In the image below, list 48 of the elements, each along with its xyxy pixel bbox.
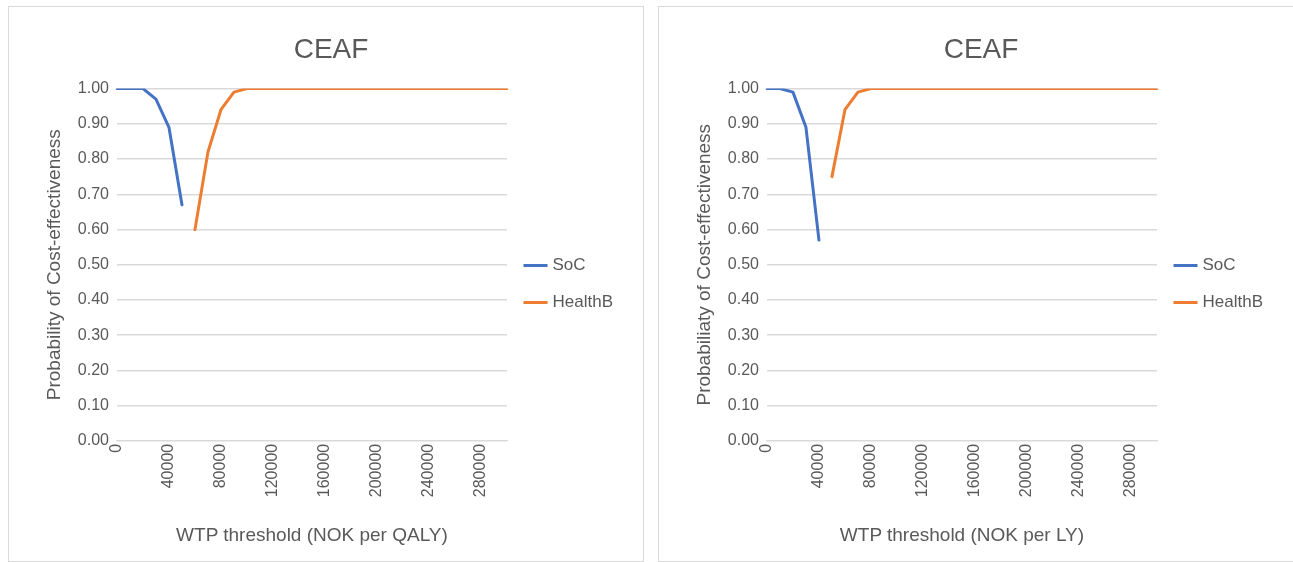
y-tick-label: 0.90: [727, 114, 760, 132]
x-tick-label: 160000: [965, 443, 983, 498]
x-tick-label: 120000: [263, 443, 281, 498]
x-axis-title: WTP threshold (NOK per QALY): [176, 523, 448, 545]
x-tick-label: 40000: [809, 443, 827, 489]
x-tick-label: 80000: [211, 443, 229, 489]
y-tick-label: 0.40: [727, 290, 760, 308]
legend-label: HealthB: [1202, 292, 1263, 312]
x-tick-label: 280000: [471, 443, 489, 498]
y-tick-label: 0.20: [727, 360, 760, 378]
x-tick-label: 0: [757, 443, 775, 453]
x-tick-label: 200000: [367, 443, 385, 498]
x-tick-label: 120000: [913, 443, 931, 498]
legend-label: SoC: [552, 255, 586, 275]
y-tick-label: 0.30: [727, 325, 760, 343]
y-tick-label: 0.10: [727, 395, 760, 413]
y-axis-title: Probabiliaty of Cost-effectiveness: [692, 123, 714, 406]
y-tick-label: 0.00: [727, 431, 760, 449]
x-tick-label: 240000: [419, 443, 437, 498]
y-tick-label: 0.80: [727, 149, 760, 167]
x-tick-label: 160000: [315, 443, 333, 498]
x-tick-label: 200000: [1017, 443, 1035, 498]
y-tick-label: 0.80: [77, 149, 110, 167]
y-tick-label: 0.60: [77, 219, 110, 237]
y-tick-label: 0.20: [77, 360, 110, 378]
y-tick-label: 0.40: [77, 290, 110, 308]
x-tick-label: 0: [107, 443, 125, 453]
y-tick-label: 1.00: [727, 79, 760, 97]
y-tick-label: 0.70: [77, 184, 110, 202]
y-tick-label: 0.10: [77, 395, 110, 413]
chart-title: CEAF: [943, 32, 1019, 64]
x-tick-label: 240000: [1069, 443, 1087, 498]
x-tick-label: 40000: [159, 443, 177, 489]
y-tick-label: 0.60: [727, 219, 760, 237]
y-tick-label: 0.00: [77, 431, 110, 449]
y-tick-label: 0.50: [77, 255, 110, 273]
y-tick-label: 0.30: [77, 325, 110, 343]
chart-title: CEAF: [293, 32, 369, 64]
x-tick-label: 280000: [1121, 443, 1139, 498]
x-tick-label: 80000: [861, 443, 879, 489]
y-tick-label: 0.70: [727, 184, 760, 202]
legend-label: SoC: [1202, 255, 1236, 275]
y-tick-label: 0.90: [77, 114, 110, 132]
legend-label: HealthB: [552, 292, 613, 312]
y-axis-title: Probability of Cost-effectiveness: [42, 129, 64, 401]
y-tick-label: 0.50: [727, 255, 760, 273]
y-tick-label: 1.00: [77, 79, 110, 97]
x-axis-title: WTP threshold (NOK per LY): [839, 523, 1085, 545]
